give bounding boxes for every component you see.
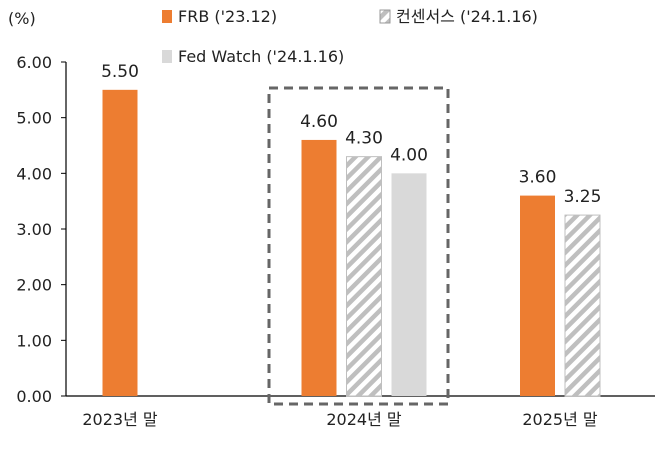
legend-swatch <box>379 9 391 24</box>
highlight-box-group <box>267 86 450 406</box>
bar <box>520 195 555 396</box>
bar-value-label: 3.25 <box>564 187 602 207</box>
bar-value-label: 4.00 <box>390 145 428 165</box>
legend-label: FRB ('23.12) <box>178 7 277 26</box>
y-tick-label: 4.00 <box>16 164 52 183</box>
y-tick-label: 3.00 <box>16 220 52 239</box>
y-tick-label: 5.00 <box>16 109 52 128</box>
bar-value-label: 4.30 <box>345 129 383 149</box>
bars: 5.50 4.60 4.30 4.00 3.60 3.25 <box>101 62 602 397</box>
x-tick-label: 2023년 말 <box>82 410 158 429</box>
y-tick-label: 0.00 <box>16 387 52 406</box>
x-axis: 2023년 말 2024년 말 2025년 말 <box>66 395 655 429</box>
x-tick-label: 2025년 말 <box>522 410 598 429</box>
bar-value-label: 4.60 <box>300 112 338 132</box>
bar <box>102 89 138 396</box>
bar <box>391 173 427 396</box>
legend-label: 컨센서스 ('24.1.16) <box>396 7 538 26</box>
y-tick-label: 6.00 <box>16 53 52 72</box>
legend-label: Fed Watch ('24.1.16) <box>178 47 344 66</box>
y-axis: 0.00 1.00 2.00 3.00 4.00 5.00 6.00 <box>16 53 67 406</box>
legend-swatch <box>162 50 172 63</box>
bar-value-label: 5.50 <box>101 62 139 82</box>
highlight-box <box>267 86 450 406</box>
x-tick-label: 2024년 말 <box>326 410 402 429</box>
y-tick-label: 2.00 <box>16 276 52 295</box>
bar <box>346 156 382 397</box>
bar-value-label: 3.60 <box>519 168 557 188</box>
y-tick-label: 1.00 <box>16 331 52 350</box>
legend-swatch <box>162 10 172 23</box>
legend: FRB ('23.12) 컨센서스 ('24.1.16) Fed Watch ('2… <box>162 7 538 66</box>
bar <box>564 214 601 397</box>
y-unit-label: (%) <box>8 9 36 28</box>
bar <box>301 139 337 396</box>
